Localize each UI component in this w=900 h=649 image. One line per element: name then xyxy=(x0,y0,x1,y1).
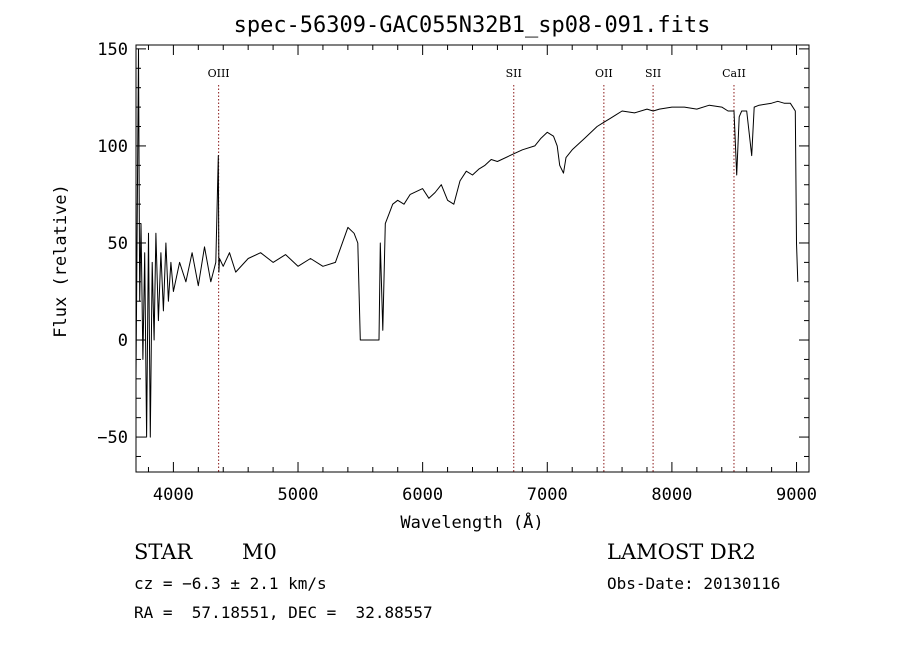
chart-title: spec-56309-GAC055N32B1_sp08-091.fits xyxy=(234,13,711,38)
y-tick-label: 100 xyxy=(97,137,128,157)
x-tick-label: 4000 xyxy=(153,485,194,505)
emission-line-label: SII xyxy=(645,67,661,80)
observation-date: Obs-Date: 20130116 xyxy=(607,574,781,593)
object-subclass: M0 xyxy=(242,540,277,564)
x-axis-label: Wavelength (Å) xyxy=(400,511,543,533)
plot-area: 4000 5000 6000 7000 8000 9000 −50 0 50 100 150 OIII… xyxy=(97,40,817,505)
emission-line-label: SII xyxy=(506,67,522,80)
x-tick-label: 7000 xyxy=(527,485,568,505)
y-tick-label: −50 xyxy=(97,428,128,448)
emission-line-label: CaII xyxy=(722,67,746,80)
emission-line-label: OIII xyxy=(208,67,230,80)
spectrum-line xyxy=(135,48,799,438)
x-tick-label: 9000 xyxy=(776,485,817,505)
x-tick-label: 5000 xyxy=(278,485,319,505)
emission-line-label: OII xyxy=(595,67,613,80)
x-tick-label: 8000 xyxy=(651,485,692,505)
plot-frame xyxy=(135,44,810,473)
object-class: STAR xyxy=(134,540,193,564)
velocity-text: cz = −6.3 ± 2.1 km/s xyxy=(134,574,327,593)
coordinates-text: RA = 57.18551, DEC = 32.88557 xyxy=(134,603,433,622)
survey-name: LAMOST DR2 xyxy=(607,540,756,564)
y-axis-label: Flux (relative) xyxy=(51,184,71,338)
y-tick-label: 50 xyxy=(108,234,128,254)
x-tick-label: 6000 xyxy=(402,485,443,505)
y-tick-label: 0 xyxy=(118,331,128,351)
y-tick-label: 150 xyxy=(97,40,128,60)
